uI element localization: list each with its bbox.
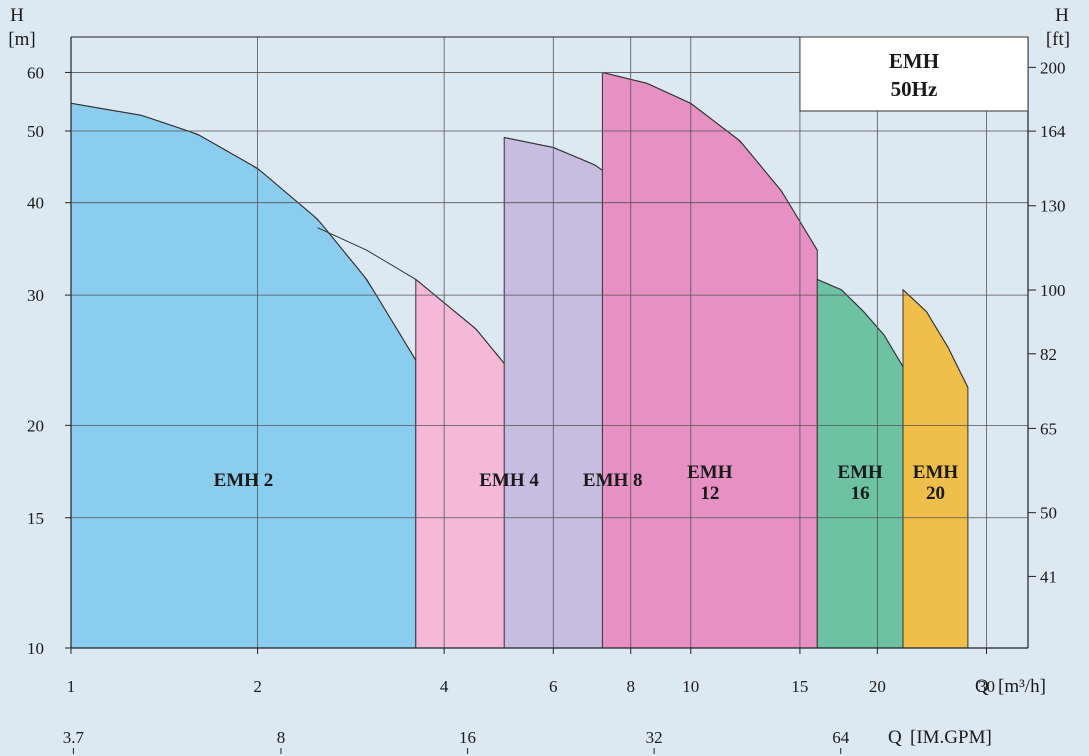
series-label-emh-16: EMH 16: [837, 462, 883, 504]
series-label-line: EMH: [687, 462, 733, 483]
y-left-tick-label: 30: [27, 286, 44, 305]
gpm-tick-label: 8: [277, 728, 286, 747]
y-left-tick-label: 10: [27, 639, 44, 658]
y-right-tick-label: 164: [1040, 122, 1066, 141]
curve-emh-20: [902, 289, 969, 388]
y-right-tick-label: 130: [1040, 197, 1066, 216]
series-label-line: 12: [700, 483, 719, 504]
x-axis-unit: [m³/h]: [998, 676, 1046, 697]
chart-grid: [70, 37, 1028, 649]
y-left-tick-label: 15: [27, 509, 44, 528]
y-right-tick-label: 41: [1040, 567, 1057, 586]
y-left-axis-label: H: [10, 5, 24, 26]
series-label-line: EMH 4: [479, 470, 539, 491]
legend-box-frame: [799, 36, 1029, 112]
series-label-line: EMH: [837, 462, 883, 483]
y-left-tick-label: 50: [27, 122, 44, 141]
gpm-tick-label: 32: [646, 728, 663, 747]
x-tick-label: 1: [67, 677, 76, 696]
series-label-emh-8: EMH 8: [583, 470, 643, 491]
x-axis-label: Q: [975, 676, 989, 697]
y-right-axis-label: H: [1055, 5, 1069, 26]
x-tick-label: 2: [253, 677, 262, 696]
y-right-tick-label: 65: [1040, 419, 1057, 438]
y-right-axis-unit: [ft]: [1046, 29, 1070, 50]
y-right-tick-label: 82: [1040, 345, 1057, 364]
series-label-emh-12: EMH 12: [687, 462, 733, 504]
legend-box: EMH 50Hz: [799, 36, 1029, 112]
gpm-axis-label: Q: [888, 727, 902, 748]
series-label-emh-20: EMH 20: [913, 462, 959, 504]
y-right-tick-label: 50: [1040, 504, 1057, 523]
series-label-line: 20: [926, 483, 945, 504]
gpm-tick-label: 3.7: [63, 728, 85, 747]
chart-areas: [70, 71, 969, 649]
legend-box-line-2: 50Hz: [891, 77, 938, 101]
y-right-tick-label: 100: [1040, 281, 1066, 300]
x-tick-label: 15: [791, 677, 808, 696]
legend-box-line-1: EMH: [889, 49, 939, 73]
y-left-axis-unit: [m]: [8, 29, 35, 50]
series-label-line: EMH: [913, 462, 959, 483]
series-label-line: EMH 8: [583, 470, 643, 491]
gpm-tick-label: 64: [832, 728, 850, 747]
y-left-tick-label: 20: [27, 416, 44, 435]
x-tick-label: 10: [682, 677, 699, 696]
series-label-line: 16: [851, 483, 870, 504]
y-right-tick-label: 200: [1040, 58, 1066, 77]
series-label-emh-4: EMH 4: [479, 470, 539, 491]
x-tick-label: 6: [549, 677, 558, 696]
x-tick-label: 8: [626, 677, 635, 696]
x-tick-label: 4: [440, 677, 449, 696]
series-label-emh-2: EMH 2: [214, 470, 274, 491]
x-tick-label: 20: [869, 677, 886, 696]
y-left-tick-label: 40: [27, 194, 44, 213]
x-tick-label: 30: [978, 677, 995, 696]
gpm-tick-label: 16: [459, 728, 476, 747]
y-left-tick-label: 60: [27, 63, 44, 82]
series-label-line: EMH 2: [214, 470, 274, 491]
curve-emh-16: [817, 278, 904, 368]
gpm-axis-unit: [IM.GPM]: [910, 727, 992, 748]
curve-emh-12: [602, 71, 818, 251]
